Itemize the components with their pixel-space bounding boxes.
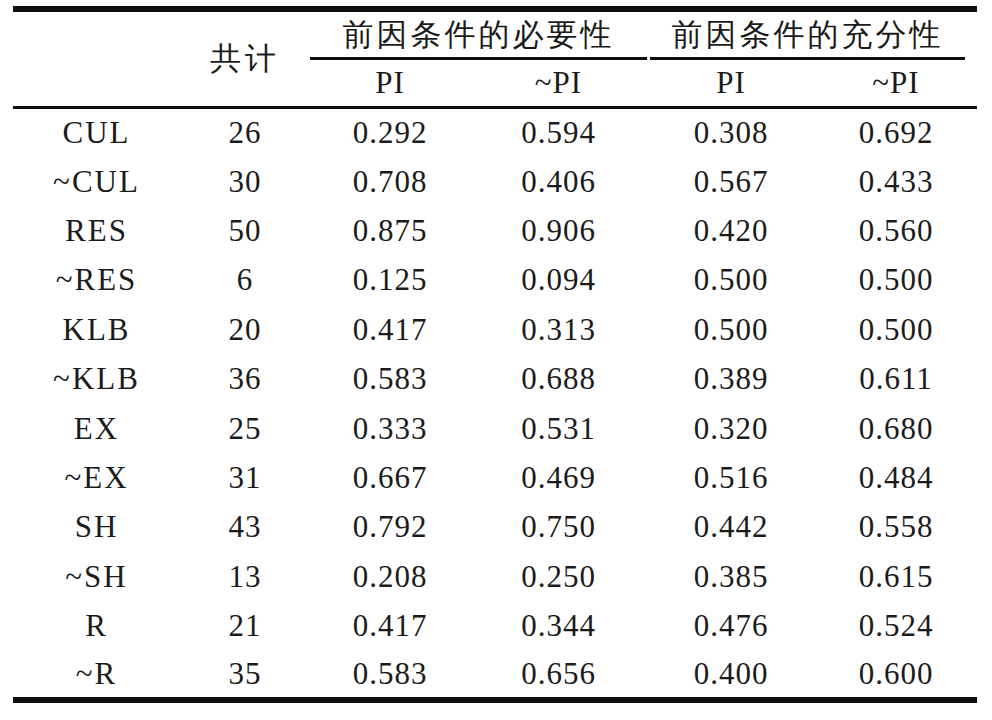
sufficiency-not-pi-cell: 0.558 — [815, 502, 977, 551]
necessity-pi-cell: 0.875 — [310, 206, 470, 255]
necessity-not-pi-header: ~PI — [470, 60, 647, 107]
condition-label: CUL — [13, 107, 180, 156]
condition-label: SH — [13, 502, 180, 551]
condition-label: ~EX — [13, 453, 180, 502]
necessity-not-pi-cell: 0.313 — [470, 305, 647, 354]
sufficiency-pi-cell: 0.442 — [647, 502, 815, 551]
necessity-not-pi-cell: 0.656 — [470, 650, 647, 699]
necessity-pi-cell: 0.583 — [310, 650, 470, 699]
total-cell: 6 — [180, 255, 310, 304]
table-row: ~R 35 0.583 0.656 0.400 0.600 — [13, 650, 977, 699]
condition-column-header — [13, 9, 180, 107]
necessity-not-pi-cell: 0.250 — [470, 552, 647, 601]
sufficiency-not-pi-cell: 0.615 — [815, 552, 977, 601]
sufficiency-not-pi-cell: 0.692 — [815, 107, 977, 156]
sufficiency-not-pi-header: ~PI — [815, 60, 977, 107]
qca-conditions-table: 共计 前因条件的必要性 前因条件的充分性 PI ~PI PI ~PI CUL 2… — [13, 6, 977, 703]
table-row: EX 25 0.333 0.531 0.320 0.680 — [13, 403, 977, 452]
total-cell: 20 — [180, 305, 310, 354]
necessity-not-pi-cell: 0.688 — [470, 354, 647, 403]
table-header: 共计 前因条件的必要性 前因条件的充分性 PI ~PI PI ~PI — [13, 9, 977, 107]
sufficiency-not-pi-cell: 0.611 — [815, 354, 977, 403]
table-row: ~CUL 30 0.708 0.406 0.567 0.433 — [13, 156, 977, 205]
header-row-groups: 共计 前因条件的必要性 前因条件的充分性 — [13, 9, 977, 60]
table-row: ~KLB 36 0.583 0.688 0.389 0.611 — [13, 354, 977, 403]
necessity-group-title: 前因条件的必要性 — [310, 12, 647, 60]
necessity-pi-cell: 0.708 — [310, 156, 470, 205]
sufficiency-pi-cell: 0.500 — [647, 305, 815, 354]
sufficiency-pi-cell: 0.400 — [647, 650, 815, 699]
sufficiency-pi-cell: 0.500 — [647, 255, 815, 304]
necessity-not-pi-cell: 0.094 — [470, 255, 647, 304]
necessity-not-pi-cell: 0.594 — [470, 107, 647, 156]
sufficiency-pi-cell: 0.308 — [647, 107, 815, 156]
sufficiency-pi-cell: 0.516 — [647, 453, 815, 502]
sufficiency-not-pi-cell: 0.500 — [815, 255, 977, 304]
table-row: R 21 0.417 0.344 0.476 0.524 — [13, 601, 977, 650]
sufficiency-pi-cell: 0.476 — [647, 601, 815, 650]
total-column-header: 共计 — [180, 9, 310, 107]
necessity-not-pi-cell: 0.531 — [470, 403, 647, 452]
necessity-not-pi-cell: 0.750 — [470, 502, 647, 551]
necessity-pi-cell: 0.583 — [310, 354, 470, 403]
necessity-pi-header: PI — [310, 60, 470, 107]
table-row: ~RES 6 0.125 0.094 0.500 0.500 — [13, 255, 977, 304]
table-row: SH 43 0.792 0.750 0.442 0.558 — [13, 502, 977, 551]
sufficiency-not-pi-cell: 0.560 — [815, 206, 977, 255]
necessity-pi-cell: 0.417 — [310, 601, 470, 650]
sufficiency-pi-cell: 0.385 — [647, 552, 815, 601]
table-row: ~SH 13 0.208 0.250 0.385 0.615 — [13, 552, 977, 601]
sufficiency-not-pi-cell: 0.484 — [815, 453, 977, 502]
necessity-group-header: 前因条件的必要性 — [310, 9, 647, 60]
total-cell: 43 — [180, 502, 310, 551]
condition-label: KLB — [13, 305, 180, 354]
total-cell: 36 — [180, 354, 310, 403]
sufficiency-not-pi-cell: 0.524 — [815, 601, 977, 650]
total-cell: 21 — [180, 601, 310, 650]
sufficiency-pi-cell: 0.320 — [647, 403, 815, 452]
total-cell: 31 — [180, 453, 310, 502]
table-row: ~EX 31 0.667 0.469 0.516 0.484 — [13, 453, 977, 502]
table-body: CUL 26 0.292 0.594 0.308 0.692 ~CUL 30 0… — [13, 107, 977, 700]
necessity-pi-cell: 0.125 — [310, 255, 470, 304]
condition-label: ~R — [13, 650, 180, 699]
necessity-not-pi-cell: 0.344 — [470, 601, 647, 650]
total-cell: 30 — [180, 156, 310, 205]
sufficiency-not-pi-cell: 0.600 — [815, 650, 977, 699]
table-row: KLB 20 0.417 0.313 0.500 0.500 — [13, 305, 977, 354]
total-cell: 25 — [180, 403, 310, 452]
sufficiency-pi-cell: 0.420 — [647, 206, 815, 255]
page: 共计 前因条件的必要性 前因条件的充分性 PI ~PI PI ~PI CUL 2… — [0, 0, 992, 720]
table-row: RES 50 0.875 0.906 0.420 0.560 — [13, 206, 977, 255]
condition-label: ~KLB — [13, 354, 180, 403]
condition-label: EX — [13, 403, 180, 452]
total-cell: 13 — [180, 552, 310, 601]
necessity-not-pi-cell: 0.406 — [470, 156, 647, 205]
sufficiency-pi-header: PI — [647, 60, 815, 107]
necessity-pi-cell: 0.417 — [310, 305, 470, 354]
sufficiency-pi-cell: 0.389 — [647, 354, 815, 403]
condition-label: R — [13, 601, 180, 650]
necessity-not-pi-cell: 0.469 — [470, 453, 647, 502]
sufficiency-not-pi-cell: 0.433 — [815, 156, 977, 205]
table-row: CUL 26 0.292 0.594 0.308 0.692 — [13, 107, 977, 156]
necessity-pi-cell: 0.667 — [310, 453, 470, 502]
condition-label: ~CUL — [13, 156, 180, 205]
sufficiency-group-title: 前因条件的充分性 — [650, 12, 965, 60]
sufficiency-not-pi-cell: 0.680 — [815, 403, 977, 452]
condition-label: RES — [13, 206, 180, 255]
total-cell: 26 — [180, 107, 310, 156]
necessity-pi-cell: 0.333 — [310, 403, 470, 452]
condition-label: ~SH — [13, 552, 180, 601]
condition-label: ~RES — [13, 255, 180, 304]
sufficiency-group-header: 前因条件的充分性 — [647, 9, 977, 60]
necessity-pi-cell: 0.292 — [310, 107, 470, 156]
total-cell: 50 — [180, 206, 310, 255]
sufficiency-pi-cell: 0.567 — [647, 156, 815, 205]
total-cell: 35 — [180, 650, 310, 699]
sufficiency-not-pi-cell: 0.500 — [815, 305, 977, 354]
necessity-pi-cell: 0.792 — [310, 502, 470, 551]
necessity-pi-cell: 0.208 — [310, 552, 470, 601]
necessity-not-pi-cell: 0.906 — [470, 206, 647, 255]
